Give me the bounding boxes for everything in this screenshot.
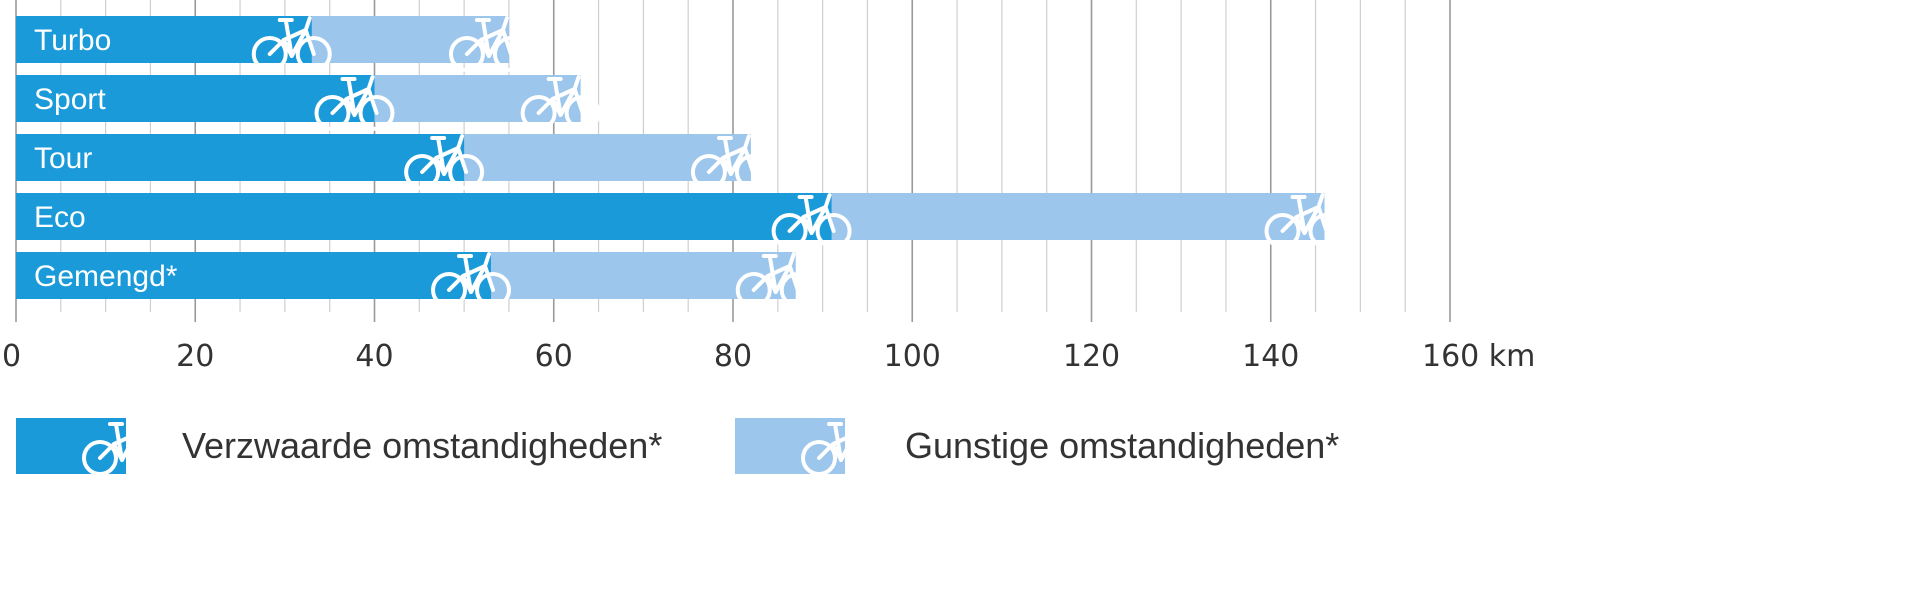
x-tick-label: 60 — [535, 339, 573, 374]
category-label: Turbo — [34, 24, 111, 57]
legend-label: Verzwaarde omstandigheden* — [182, 425, 662, 466]
bar-verzwaarde — [16, 134, 465, 181]
x-tick-label: 140 — [1242, 339, 1299, 374]
x-tick-label: 40 — [355, 339, 393, 374]
category-label: Gemengd* — [34, 260, 178, 293]
bar-verzwaarde — [16, 193, 832, 240]
x-tick-label: 20 — [176, 339, 214, 374]
category-label: Sport — [34, 83, 106, 116]
x-tick-label: 160 km — [1422, 339, 1535, 374]
bar-verzwaarde — [16, 252, 492, 299]
legend-label: Gunstige omstandigheden* — [905, 425, 1339, 466]
category-label: Tour — [34, 142, 92, 175]
x-tick-label: 0 — [2, 339, 21, 374]
x-tick-label: 120 — [1063, 339, 1120, 374]
category-label: Eco — [34, 201, 86, 234]
x-tick-label: 80 — [714, 339, 752, 374]
x-tick-label: 100 — [884, 339, 941, 374]
